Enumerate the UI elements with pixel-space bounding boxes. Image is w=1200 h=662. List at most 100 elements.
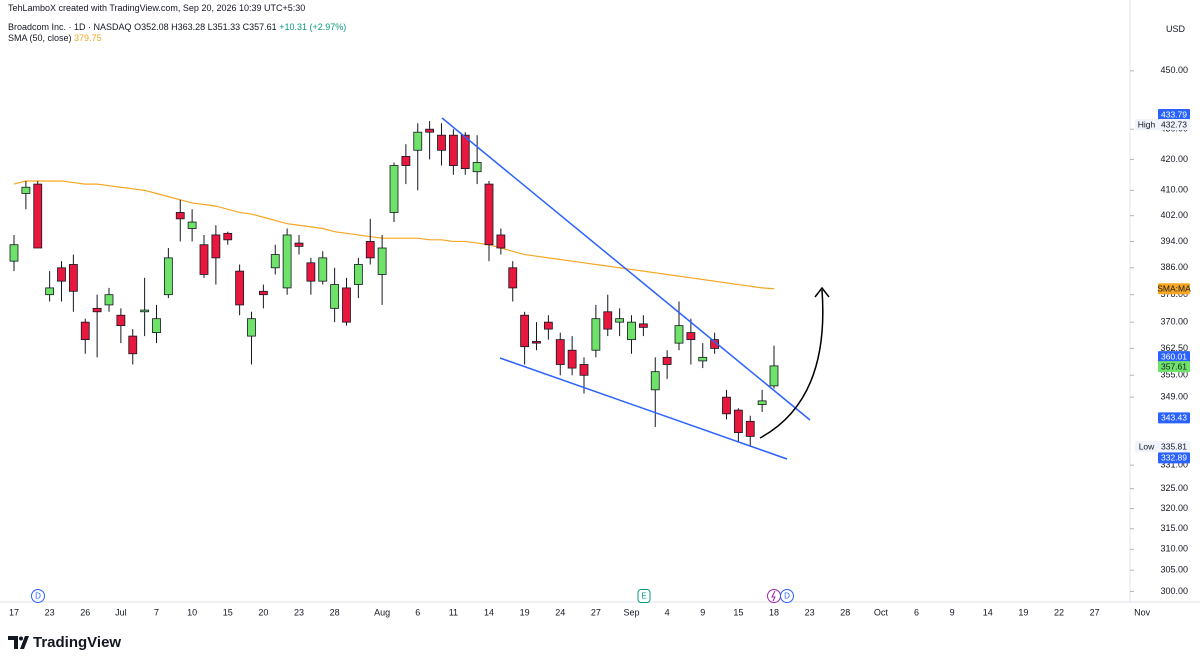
x-tick-label: 6 [914,607,919,617]
y-tick-label: 450.00 [1160,65,1188,75]
candle-body [282,234,292,289]
price-tag [1158,441,1190,453]
price-tag [1158,109,1190,121]
candle-body [615,318,625,323]
candle-body [294,242,304,247]
x-tick-label: 15 [733,607,743,617]
y-tick-label: 349.00 [1160,392,1188,402]
price-tag [1158,283,1190,295]
price-tag [1158,119,1190,131]
candle-body [448,134,458,166]
candle-body [306,262,316,282]
y-tick-label: 355.00 [1160,370,1188,380]
x-tick-label: 4 [665,607,670,617]
sma-line [13,180,775,290]
x-tick-label: Nov [1134,607,1151,617]
arrow [759,289,824,439]
change: +10.31 (+2.97%) [279,22,347,32]
candle-body [437,134,446,151]
candle-body [674,325,684,344]
trendline [499,357,788,460]
price-tag-label: 343.43 [1161,413,1187,423]
candle-body [472,162,482,173]
candle-body [710,339,720,349]
y-tick-label: 305.00 [1160,565,1188,575]
candle-body [591,318,601,351]
sma-legend: SMA (50, close) 379.75 [8,33,102,43]
candle-body [235,270,245,306]
x-tick-label: 7 [154,607,159,617]
candle-body [353,264,363,285]
candle-body [377,247,387,275]
x-tick-label: 14 [983,607,993,617]
y-tick-label: 386.00 [1160,262,1188,272]
candle-body [318,257,328,282]
candle-body [9,244,19,262]
extreme-tag [1135,441,1158,453]
event-label: D [35,592,41,601]
x-tick-label: 27 [1090,607,1100,617]
price-tag-label: SMA:MA [1157,284,1191,294]
y-tick-label: 331.00 [1160,460,1188,470]
x-tick-label: 19 [1018,607,1028,617]
price-tag [1158,412,1190,424]
candle-body [579,364,589,376]
candle-body [567,349,577,369]
price-tag-label: 335.81 [1161,441,1187,451]
candle-body [769,365,779,387]
plot: 450.00430.00420.00410.00402.00394.00386.… [9,65,1191,617]
x-tick-label: Aug [374,607,390,617]
y-tick-label: 325.00 [1160,483,1188,493]
x-tick-label: 20 [258,607,268,617]
candle-body [92,307,102,313]
candle-body [413,131,423,151]
extreme-label: Low [1139,441,1155,451]
price-tag-label: 332.89 [1161,453,1187,463]
y-tick-label: 370.00 [1160,317,1188,327]
extreme-tag [1135,119,1158,131]
candle-body [401,155,411,166]
event-badge[interactable] [767,589,781,603]
candle-body [116,314,126,327]
x-tick-label: 18 [769,607,779,617]
symbol: Broadcom Inc. · 1D · NASDAQ [8,22,132,32]
x-tick-label: 9 [700,607,705,617]
price-tag-label: 360.01 [1161,351,1187,361]
x-tick-label: 19 [520,607,530,617]
candle-body [342,287,351,323]
candle-body [21,186,31,194]
event-badge[interactable] [31,589,45,603]
candle-body [128,335,138,355]
x-tick-label: Sep [623,607,639,617]
y-tick-label: 410.00 [1160,185,1188,195]
candle-body [662,356,672,365]
y-tick-label: 362.50 [1160,343,1188,353]
candle-body [686,332,696,341]
x-tick-label: 22 [1054,607,1064,617]
ohlc: O352.08 H363.28 L351.33 C357.61 [134,22,277,32]
x-tick-label: 24 [555,607,565,617]
event-badge[interactable] [637,589,651,603]
candle-body [389,165,399,213]
candle-body [496,234,506,249]
sma-name: SMA (50, close) [8,33,72,43]
candle-body [33,183,43,249]
event-label: D [784,592,790,601]
candle-body [68,264,78,292]
candle-body [270,254,280,269]
candle-body [745,420,755,437]
x-tick-label: 17 [9,607,19,617]
y-tick-label: 315.00 [1160,523,1188,533]
candle-body [152,318,161,334]
candle-body [757,400,767,405]
candle-body [330,284,340,309]
x-tick-label: 14 [484,607,494,617]
candle-body [532,340,541,344]
candle-body [140,309,150,313]
brand-logo [19,636,23,641]
event-badge[interactable] [780,589,794,603]
candle-body [650,371,660,391]
y-tick-label: 300.00 [1160,586,1188,596]
y-tick-label: 402.00 [1160,210,1188,220]
